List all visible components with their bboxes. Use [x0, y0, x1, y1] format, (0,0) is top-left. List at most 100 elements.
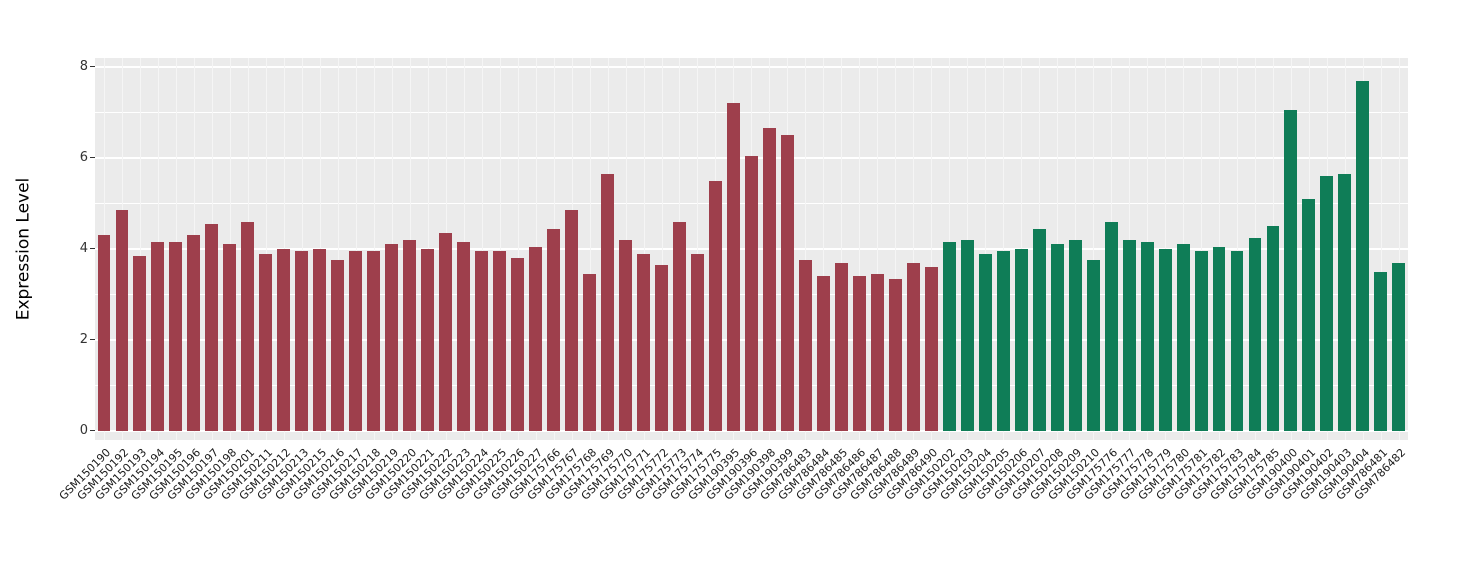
bar-slot — [509, 58, 527, 440]
x-tick-cell: GSM786482 — [1351, 441, 1408, 576]
bar-slot — [131, 58, 149, 440]
y-tick-label: 8 — [79, 59, 88, 74]
y-axis-tick-labels: 0 2 4 6 8 — [50, 58, 88, 440]
bar — [1374, 271, 1388, 431]
bar — [960, 239, 974, 431]
bar-slot — [1354, 58, 1372, 440]
bar — [852, 276, 866, 431]
bar-slot — [239, 58, 257, 440]
bar-slot — [527, 58, 545, 440]
bar-slot — [778, 58, 796, 440]
bar — [1122, 239, 1136, 431]
bar-slot — [257, 58, 275, 440]
bar-slot — [1192, 58, 1210, 440]
bar-slot — [275, 58, 293, 440]
y-tick-mark — [90, 157, 95, 158]
bar-slot — [347, 58, 365, 440]
bar — [996, 251, 1010, 431]
bar — [421, 249, 435, 431]
bar — [673, 221, 686, 431]
plot-panel — [95, 58, 1408, 440]
bar — [1230, 251, 1244, 431]
y-axis-title-text: Expression Level — [13, 177, 33, 321]
bar — [529, 246, 543, 431]
bar-slot — [599, 58, 617, 440]
bar-slot — [311, 58, 329, 440]
bar-slot — [401, 58, 419, 440]
bar — [223, 244, 237, 431]
bar — [583, 274, 597, 431]
bar — [1014, 249, 1028, 431]
bar-slot — [635, 58, 653, 440]
bar — [1302, 198, 1316, 431]
bar — [798, 260, 812, 431]
bar — [313, 249, 327, 431]
y-tick-mark — [90, 66, 95, 67]
bar-slot — [671, 58, 689, 440]
bar-slot — [1318, 58, 1336, 440]
bar-slot — [958, 58, 976, 440]
bars-container — [95, 58, 1408, 440]
bar — [780, 135, 794, 431]
bar — [1032, 228, 1046, 431]
bar — [565, 210, 579, 431]
bar-slot — [1372, 58, 1390, 440]
bar — [978, 253, 992, 431]
bar — [762, 128, 776, 431]
bar-slot — [814, 58, 832, 440]
y-tick-label: 2 — [79, 332, 88, 347]
bar-slot — [1012, 58, 1030, 440]
bar — [169, 242, 183, 431]
bar — [1140, 242, 1154, 431]
bar — [115, 210, 129, 431]
bar — [385, 244, 399, 431]
bar-slot — [113, 58, 131, 440]
bar — [1086, 260, 1100, 431]
bar — [655, 264, 668, 431]
bar-slot — [365, 58, 383, 440]
bar-slot — [688, 58, 706, 440]
bar-slot — [617, 58, 635, 440]
bar — [942, 242, 956, 431]
bar-slot — [760, 58, 778, 440]
bar — [870, 274, 884, 431]
y-tick-mark — [90, 248, 95, 249]
y-tick-mark — [90, 430, 95, 431]
bar — [924, 267, 938, 431]
bar-slot — [886, 58, 904, 440]
bar-slot — [724, 58, 742, 440]
bar — [187, 235, 201, 431]
bar — [834, 262, 848, 431]
bar — [1248, 237, 1262, 431]
bar-slot — [868, 58, 886, 440]
bar-slot — [850, 58, 868, 440]
bar-slot — [1156, 58, 1174, 440]
bar — [619, 239, 632, 431]
bar-slot — [832, 58, 850, 440]
bar-slot — [1120, 58, 1138, 440]
bar-slot — [940, 58, 958, 440]
bar — [439, 233, 453, 431]
bar — [259, 253, 273, 431]
y-tick-mark — [90, 339, 95, 340]
bar — [816, 276, 830, 431]
bar-slot — [1066, 58, 1084, 440]
x-axis-tick-labels: GSM150190 GSM150192 GSM150193 GSM150194 GSM1… — [57, 441, 1408, 576]
bar — [475, 251, 489, 431]
bar — [888, 278, 902, 431]
bar-slot — [1300, 58, 1318, 440]
bar-slot — [796, 58, 814, 440]
bar — [1338, 173, 1352, 431]
bar — [367, 251, 381, 431]
bar-slot — [742, 58, 760, 440]
bar — [1104, 221, 1118, 431]
bar — [331, 260, 345, 431]
bar — [637, 253, 650, 431]
y-tick-label: 6 — [79, 150, 88, 165]
bar-slot — [473, 58, 491, 440]
bar — [295, 251, 309, 431]
bar — [1158, 249, 1172, 431]
bar-slot — [563, 58, 581, 440]
bar-slot — [1210, 58, 1228, 440]
